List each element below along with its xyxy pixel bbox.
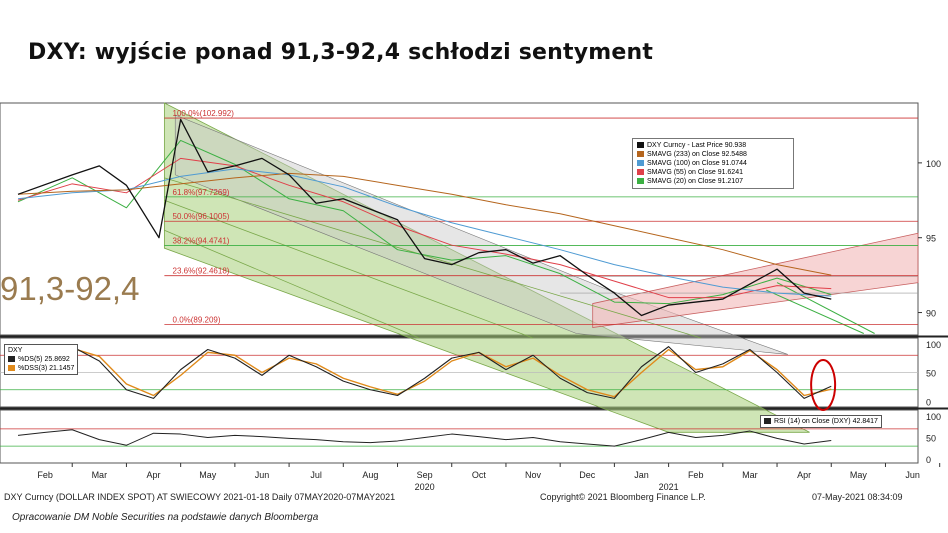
y-tick-label: 90 [926,309,936,319]
y-tick-label: 100 [926,412,941,422]
y-tick-label: 50 [926,369,936,379]
fib-label: 50.0%(96.1005) [173,212,230,221]
sma233-line [17,172,832,276]
stochastic-legend: DXY %DS(5) 25.8692 %DSS(3) 21.1457 [4,344,79,375]
source-credit: Opracowanie DM Noble Securities na podst… [12,512,319,523]
range-annotation: 91,3-92,4 [0,270,140,307]
target-line [776,282,875,334]
legend-swatch [637,142,644,149]
legend-row-sma100: SMAVG (100) on Close 91.0744 [637,159,789,168]
x-tick-label: Oct [472,470,487,480]
fib-label: 38.2%(94.4741) [173,237,230,246]
footer-timestamp: 07-May-2021 08:34:09 [812,492,903,502]
year-label: 2021 [659,482,679,492]
x-tick-label: May [850,470,868,480]
legend-swatch [764,418,771,425]
x-tick-label: Mar [92,470,108,480]
fan-line [164,199,534,339]
x-tick-label: Aug [362,470,378,480]
rsi-legend: RSI (14) on Close (DXY) 42.8417 [760,415,882,428]
fan-line [164,177,702,339]
highlight-circle [810,359,837,411]
x-tick-label: Sep [417,470,433,480]
stochastic-legend-title: DXY [8,347,23,354]
footer-security-info: DXY Curncy (DOLLAR INDEX SPOT) AT SWIECO… [4,492,396,502]
year-label: 2020 [415,482,435,492]
fib-label: 0.0%(89.209) [173,315,221,324]
x-tick-label: Apr [147,470,161,480]
legend-row-sma55: SMAVG (55) on Close 91.6241 [637,168,789,177]
x-tick-label: Jun [905,470,920,480]
fib-label: 100.0%(102.992) [173,109,235,118]
legend-row-sma20: SMAVG (20) on Close 91.2107 [637,177,789,186]
dss3-line [17,347,832,398]
target-line [765,289,864,334]
fib-label: 61.8%(97.7269) [173,188,230,197]
chart-title: DXY: wyjście ponad 91,3-92,4 schłodzi se… [28,40,654,65]
price-legend: DXY Curncy - Last Price 90.938 SMAVG (23… [632,138,794,189]
y-tick-label: 100 [926,340,941,350]
legend-swatch [8,365,15,372]
fib-label: 23.6%(92.4618) [173,267,230,276]
x-tick-label: Feb [688,470,704,480]
x-tick-label: Jan [634,470,649,480]
y-tick-label: 100 [926,159,941,169]
legend-row-dss3: %DSS(3) 21.1457 [8,364,74,373]
x-tick-label: May [199,470,217,480]
sma55-line [17,157,832,299]
legend-swatch [637,178,644,185]
legend-swatch [637,160,644,167]
rsi-line [17,429,832,447]
legend-swatch [637,151,644,158]
ds5-line [17,346,832,399]
grey-channel [174,114,788,355]
y-tick-label: 0 [926,397,931,407]
legend-swatch [8,356,15,363]
legend-row-ds5: %DS(5) 25.8692 [8,355,74,364]
x-tick-label: Feb [37,470,53,480]
x-tick-label: Mar [742,470,758,480]
y-tick-label: 0 [926,455,931,465]
sma20-line [17,139,832,305]
legend-row-sma233: SMAVG (233) on Close 92.5488 [637,150,789,159]
x-tick-label: Dec [579,470,596,480]
fan-line [164,229,420,339]
footer-copyright: Copyright© 2021 Bloomberg Finance L.P. [540,492,706,502]
y-tick-label: 95 [926,234,936,244]
x-tick-label: Jul [310,470,322,480]
legend-row-price: DXY Curncy - Last Price 90.938 [637,141,789,150]
sma100-line [17,168,832,297]
price-line [17,118,832,317]
legend-swatch [637,169,644,176]
y-tick-label: 50 [926,434,936,444]
x-tick-label: Nov [525,470,542,480]
x-tick-label: Apr [797,470,811,480]
x-tick-label: Jun [255,470,270,480]
